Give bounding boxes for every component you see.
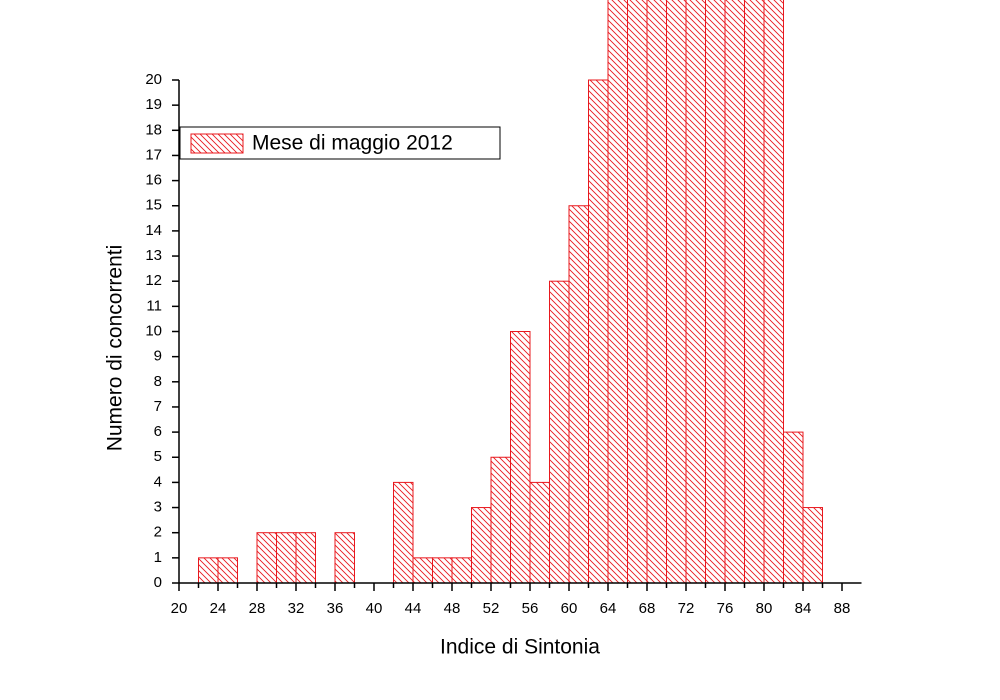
bar bbox=[783, 431, 804, 584]
y-tick-label: 2 bbox=[154, 524, 162, 541]
bar bbox=[471, 507, 492, 584]
legend-text: Mese di maggio 2012 bbox=[252, 132, 453, 155]
x-tick-label: 32 bbox=[288, 600, 305, 617]
x-tick-label: 20 bbox=[171, 600, 188, 617]
bar bbox=[490, 456, 511, 584]
y-tick-label: 14 bbox=[145, 222, 162, 239]
y-tick-label: 7 bbox=[154, 398, 162, 415]
y-tick-label: 3 bbox=[154, 499, 162, 516]
bar bbox=[802, 507, 823, 584]
x-tick-label: 76 bbox=[717, 600, 734, 617]
bar bbox=[549, 280, 570, 584]
x-tick-label: 84 bbox=[795, 600, 812, 617]
y-tick-label: 15 bbox=[145, 197, 162, 214]
legend: Mese di maggio 2012 bbox=[179, 126, 501, 160]
bar bbox=[393, 481, 414, 584]
y-tick-label: 4 bbox=[154, 473, 162, 490]
bar bbox=[685, 0, 706, 584]
bar bbox=[724, 0, 745, 584]
bar bbox=[334, 532, 355, 584]
x-tick-label: 52 bbox=[483, 600, 500, 617]
y-tick-label: 12 bbox=[145, 272, 162, 289]
bar bbox=[627, 0, 648, 584]
bar bbox=[451, 557, 472, 584]
x-tick-label: 36 bbox=[327, 600, 344, 617]
y-tick-label: 18 bbox=[145, 121, 162, 138]
y-tick-label: 10 bbox=[145, 322, 162, 339]
bar bbox=[217, 557, 238, 584]
bar bbox=[568, 205, 589, 584]
y-tick-label: 20 bbox=[145, 71, 162, 88]
bar bbox=[510, 331, 531, 584]
y-tick-label: 11 bbox=[146, 297, 162, 314]
y-tick-label: 13 bbox=[145, 247, 162, 264]
y-tick-label: 17 bbox=[145, 146, 162, 163]
x-tick-label: 88 bbox=[834, 600, 851, 617]
bar bbox=[588, 79, 609, 584]
y-axis-title: Numero di concorrenti bbox=[104, 245, 127, 452]
y-tick-label: 6 bbox=[154, 423, 162, 440]
bar bbox=[666, 0, 687, 584]
x-axis-title: Indice di Sintonia bbox=[440, 636, 600, 659]
x-tick-label: 48 bbox=[444, 600, 461, 617]
x-tick-label: 68 bbox=[639, 600, 656, 617]
x-tick-label: 56 bbox=[522, 600, 539, 617]
x-tick-label: 60 bbox=[561, 600, 578, 617]
x-tick-label: 72 bbox=[678, 600, 695, 617]
y-tick-label: 16 bbox=[145, 172, 162, 189]
y-tick-label: 8 bbox=[154, 373, 162, 390]
bar bbox=[295, 532, 316, 584]
bar bbox=[646, 0, 667, 584]
bar bbox=[607, 0, 628, 584]
x-tick-label: 80 bbox=[756, 600, 773, 617]
bar bbox=[256, 532, 277, 584]
legend-swatch bbox=[190, 133, 244, 154]
y-tick-label: 19 bbox=[145, 96, 162, 113]
bar bbox=[198, 557, 219, 584]
bar bbox=[763, 0, 784, 584]
bar bbox=[412, 557, 433, 584]
x-tick-label: 24 bbox=[210, 600, 227, 617]
bar bbox=[432, 557, 453, 584]
y-tick-label: 1 bbox=[154, 549, 162, 566]
y-tick-label: 0 bbox=[154, 574, 162, 591]
bar bbox=[276, 532, 297, 584]
bar bbox=[705, 0, 726, 584]
x-tick-label: 28 bbox=[249, 600, 266, 617]
x-tick-label: 40 bbox=[366, 600, 383, 617]
x-tick-label: 44 bbox=[405, 600, 422, 617]
bar bbox=[529, 481, 550, 584]
y-tick-label: 5 bbox=[154, 448, 162, 465]
y-tick-label: 9 bbox=[154, 348, 162, 365]
x-tick-label: 64 bbox=[600, 600, 617, 617]
bar bbox=[744, 0, 765, 584]
